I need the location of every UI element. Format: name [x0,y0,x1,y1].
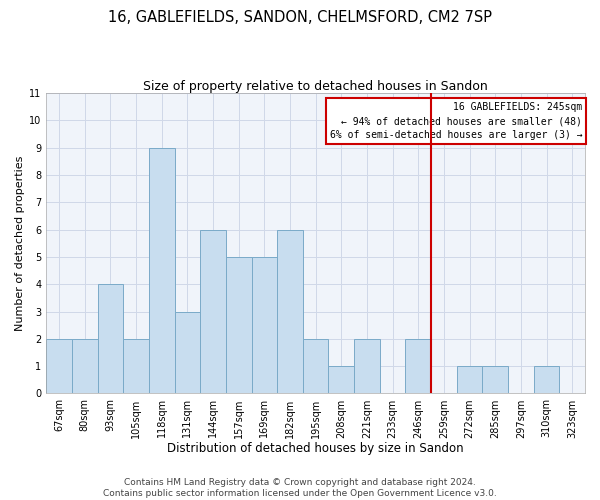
Bar [482,366,508,394]
Bar [123,339,149,394]
Bar [46,339,72,394]
Bar [354,339,380,394]
Bar [533,366,559,394]
Text: Contains HM Land Registry data © Crown copyright and database right 2024.
Contai: Contains HM Land Registry data © Crown c… [103,478,497,498]
Bar [200,230,226,394]
Bar [98,284,123,394]
Bar [72,339,98,394]
Y-axis label: Number of detached properties: Number of detached properties [15,156,25,331]
Title: Size of property relative to detached houses in Sandon: Size of property relative to detached ho… [143,80,488,93]
Text: 16, GABLEFIELDS, SANDON, CHELMSFORD, CM2 7SP: 16, GABLEFIELDS, SANDON, CHELMSFORD, CM2… [108,10,492,25]
Bar [303,339,328,394]
Bar [251,257,277,394]
Bar [277,230,303,394]
Text: 16 GABLEFIELDS: 245sqm
← 94% of detached houses are smaller (48)
6% of semi-deta: 16 GABLEFIELDS: 245sqm ← 94% of detached… [329,102,583,140]
Bar [175,312,200,394]
Bar [226,257,251,394]
Bar [149,148,175,394]
X-axis label: Distribution of detached houses by size in Sandon: Distribution of detached houses by size … [167,442,464,455]
Bar [457,366,482,394]
Bar [406,339,431,394]
Bar [328,366,354,394]
